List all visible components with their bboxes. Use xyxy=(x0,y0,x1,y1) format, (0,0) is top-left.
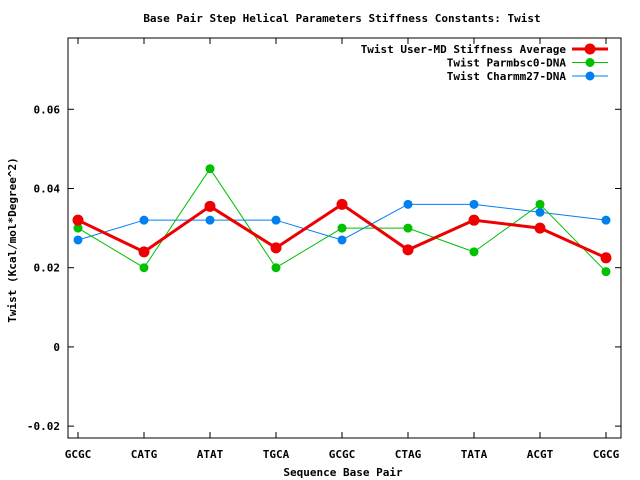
data-point xyxy=(138,246,150,258)
data-point xyxy=(271,263,281,273)
data-point xyxy=(535,199,545,209)
plot-frame xyxy=(67,37,622,439)
data-point xyxy=(601,267,611,277)
y-tick-label: 0 xyxy=(53,341,60,354)
data-point xyxy=(534,222,546,234)
series-layer xyxy=(72,164,612,277)
series-1 xyxy=(72,198,612,264)
x-tick-label: TGCA xyxy=(263,448,290,461)
x-tick-label: ATAT xyxy=(197,448,224,461)
data-point xyxy=(72,214,84,226)
data-point xyxy=(403,199,413,209)
data-point xyxy=(205,164,215,174)
data-point xyxy=(601,215,611,225)
y-axis: -0.02 0 0.02 0.04 0.06 xyxy=(27,103,621,433)
series-3 xyxy=(73,199,611,245)
data-point xyxy=(337,235,347,245)
data-point xyxy=(205,215,215,225)
legend-marker xyxy=(585,58,595,67)
legend-entry: Twist Parmbsc0-DNA xyxy=(447,57,608,70)
x-tick-label: ACGT xyxy=(527,448,554,461)
data-point xyxy=(271,215,281,225)
y-tick-label: 0.02 xyxy=(34,262,61,275)
data-point xyxy=(139,263,149,273)
data-point xyxy=(403,223,413,233)
y-tick-label: 0.06 xyxy=(34,103,61,116)
legend-entry: Twist User-MD Stiffness Average xyxy=(361,43,608,56)
data-point xyxy=(139,215,149,225)
data-point xyxy=(600,252,612,264)
y-axis-label: Twist (Kcal/mol*Degree^2) xyxy=(6,157,19,323)
x-tick-label: GCGC xyxy=(65,448,92,461)
data-point xyxy=(270,242,282,254)
data-point xyxy=(204,200,216,212)
legend-label: Twist User-MD Stiffness Average xyxy=(361,43,567,56)
data-point xyxy=(73,223,83,233)
legend-label: Twist Parmbsc0-DNA xyxy=(447,57,567,70)
data-point xyxy=(73,235,83,245)
data-point xyxy=(337,223,347,233)
data-point xyxy=(535,207,545,217)
legend-entry: Twist Charmm27-DNA xyxy=(447,70,608,83)
x-tick-label: CGCG xyxy=(593,448,620,461)
data-point xyxy=(468,214,480,226)
data-point xyxy=(402,244,414,256)
chart-title: Base Pair Step Helical Parameters Stiffn… xyxy=(143,12,540,25)
legend-marker xyxy=(585,71,595,81)
data-point xyxy=(336,198,348,210)
x-tick-label: CATG xyxy=(131,448,158,461)
data-point xyxy=(469,199,479,209)
series-2 xyxy=(73,164,611,277)
x-tick-label: GCGC xyxy=(329,448,356,461)
x-tick-label: TATA xyxy=(461,448,488,461)
x-axis-label: Sequence Base Pair xyxy=(283,466,403,479)
x-tick-label: CTAG xyxy=(395,448,422,461)
x-axis: GCGC CATG ATAT TGCA GCGC CTAG TATA ACGT CGCG xyxy=(65,38,620,461)
data-point xyxy=(469,247,479,257)
y-tick-label: -0.02 xyxy=(27,420,60,433)
y-tick-label: 0.04 xyxy=(34,182,61,195)
legend-marker xyxy=(584,43,596,55)
legend-label: Twist Charmm27-DNA xyxy=(447,70,567,83)
